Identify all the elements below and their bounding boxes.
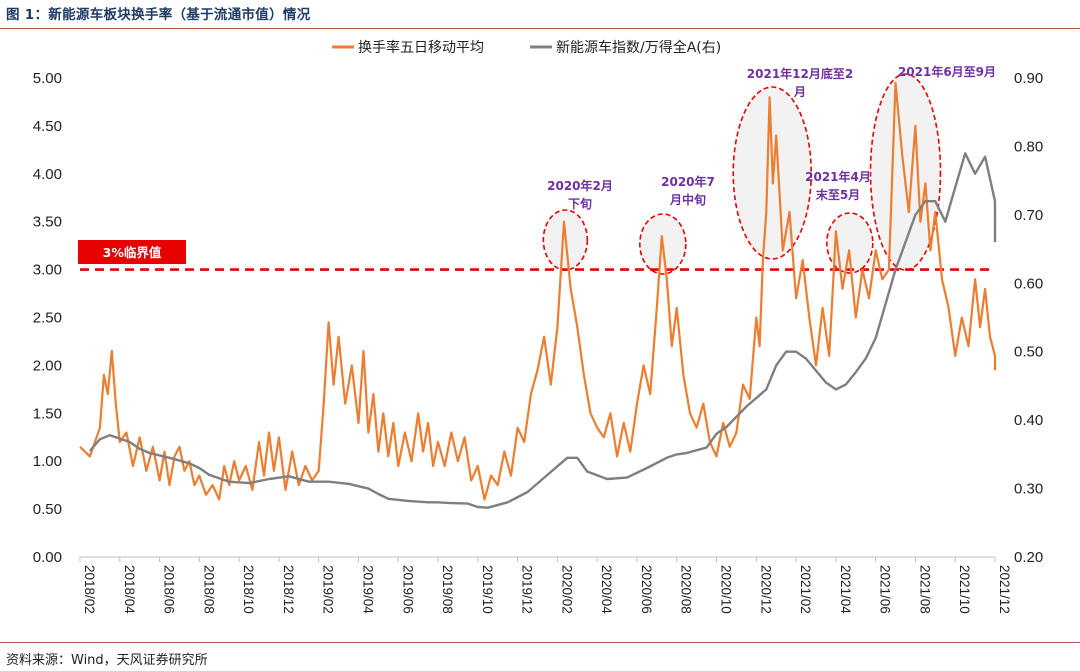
highlight-ellipses — [542, 73, 942, 275]
x-tick-label: 2019/10 — [480, 565, 495, 614]
x-tick-label: 2020/12 — [758, 565, 773, 614]
x-tick-label: 2021/02 — [798, 565, 813, 614]
x-tick-label: 2018/06 — [162, 565, 177, 614]
x-tick-label: 2021/06 — [878, 565, 893, 614]
annotation-line: 月 — [793, 85, 806, 99]
x-tick-label: 2020/10 — [719, 565, 734, 614]
y-right-tick-label: 0.60 — [1014, 275, 1043, 292]
annotation-line: 末至5月 — [816, 187, 860, 202]
y-right-tick-label: 0.70 — [1014, 207, 1043, 224]
threshold-label: 3%临界值 — [103, 245, 162, 260]
series-lines — [79, 81, 997, 509]
x-tick-label: 2019/08 — [440, 565, 455, 614]
y-left-tick-label: 5.00 — [33, 70, 62, 87]
x-tick-label: 2019/12 — [520, 565, 535, 614]
x-tick-label: 2018/12 — [281, 565, 296, 614]
x-tick-label: 2018/02 — [82, 565, 97, 614]
annotation-label: 2021年6月至9月 — [898, 64, 996, 79]
y-left-tick-label: 2.00 — [33, 357, 62, 374]
x-tick-label: 2019/02 — [321, 565, 336, 614]
turnover-chart: 2018/02 2018/04 2018/06 2018/08 2018/10 2018/… — [33, 39, 1043, 614]
threshold-label-box — [78, 240, 186, 264]
figure-title: 图 1：新能源车板块换手率（基于流通市值）情况 — [6, 7, 311, 23]
y-left-tick-label: 3.50 — [33, 214, 62, 231]
y-right-tick-label: 0.20 — [1014, 549, 1043, 566]
source-note: 资料来源：Wind，天风证券研究所 — [6, 653, 208, 668]
x-tick-label: 2021/12 — [997, 565, 1012, 614]
x-tick-label: 2020/02 — [559, 565, 574, 614]
y-right-tick-label: 0.90 — [1014, 70, 1043, 87]
header-divider — [0, 28, 1080, 29]
index-ratio-series-line — [88, 152, 997, 509]
legend: 换手率五日移动平均 新能源车指数/万得全A(右) — [332, 39, 721, 56]
threshold-line-group: 3%临界值 — [78, 240, 995, 271]
annotation-line: 2020年2月 — [547, 178, 613, 193]
legend-label: 换手率五日移动平均 — [358, 39, 484, 56]
x-tick-label: 2019/06 — [400, 565, 415, 614]
footer-divider — [0, 642, 1080, 643]
x-tick-label: 2021/08 — [917, 565, 932, 614]
x-tick-label: 2021/10 — [957, 565, 972, 614]
y-left-tick-label: 4.00 — [33, 166, 62, 183]
annotation-line: 2021年4月 — [805, 169, 871, 184]
y-right-tick-label: 0.80 — [1014, 138, 1043, 155]
legend-label: 新能源车指数/万得全A(右) — [556, 39, 721, 56]
y-left-tick-label: 0.50 — [33, 501, 62, 518]
annotation-label: 2020年7 月中旬 — [661, 174, 715, 207]
y-right-tick-label: 0.40 — [1014, 412, 1043, 429]
y-left-tick-label: 2.50 — [33, 310, 62, 327]
annotation-line: 2021年12月底至2 — [747, 66, 853, 81]
annotation-line: 2021年6月至9月 — [898, 64, 996, 79]
x-tick-label: 2020/06 — [639, 565, 654, 614]
y-right-tick-label: 0.30 — [1014, 481, 1043, 498]
y-left-tick-label: 3.00 — [33, 262, 62, 279]
annotation-line: 月中旬 — [669, 192, 706, 207]
y-left-tick-label: 1.50 — [33, 405, 62, 422]
y-right-tick-label: 0.50 — [1014, 344, 1043, 361]
annotation-line: 2020年7 — [661, 174, 715, 189]
turnover-series-line — [79, 81, 997, 501]
annotations: 2020年2月下旬 2020年7 月中旬 2021年12月底至2 月 2021年4月末至5… — [547, 64, 996, 211]
x-tick-label: 2020/04 — [599, 565, 614, 614]
x-tick-label: 2018/04 — [122, 565, 137, 614]
highlight-ellipse — [869, 73, 942, 271]
axes: 2018/02 2018/04 2018/06 2018/08 2018/10 2018/… — [33, 70, 1043, 614]
y-left-tick-label: 0.00 — [33, 549, 62, 566]
annotation-label: 2020年2月下旬 — [547, 178, 613, 211]
x-tick-label: 2018/10 — [241, 565, 256, 614]
x-tick-label: 2018/08 — [201, 565, 216, 614]
annotation-label: 2021年12月底至2 月 — [747, 66, 853, 99]
x-tick-label: 2021/04 — [838, 565, 853, 614]
header: 图 1：新能源车板块换手率（基于流通市值）情况 — [0, 0, 1080, 29]
annotation-label: 2021年4月末至5月 — [805, 169, 871, 202]
y-left-tick-label: 1.00 — [33, 453, 62, 470]
y-left-tick-label: 4.50 — [33, 118, 62, 135]
annotation-line: 下旬 — [568, 196, 592, 211]
x-tick-label: 2020/08 — [679, 565, 694, 614]
x-tick-label: 2019/04 — [360, 565, 375, 614]
